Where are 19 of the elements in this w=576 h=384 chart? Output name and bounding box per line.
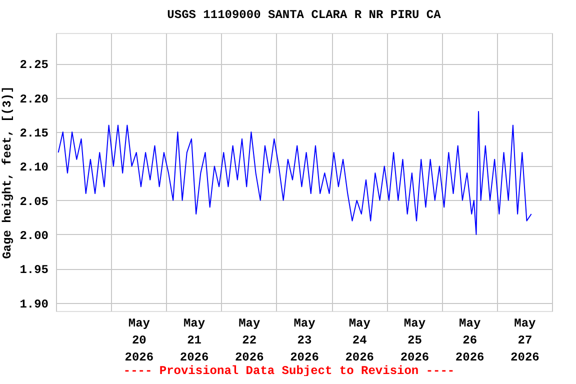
y-tick-label: 2.15	[20, 126, 48, 141]
y-tick-label: 1.90	[20, 297, 48, 312]
x-tick-label: May 26 2026	[455, 316, 484, 364]
y-tick-label: 2.25	[20, 58, 48, 72]
x-tick-label: May 21 2026	[180, 316, 209, 364]
y-tick-label: 1.95	[20, 263, 48, 278]
y-tick-label: 2.10	[20, 160, 48, 175]
x-tick-label: May 27 2026	[510, 316, 540, 364]
x-tick-label: May 24 2026	[345, 316, 374, 364]
x-tick-label: May 23 2026	[290, 316, 319, 364]
chart-title: USGS 11109000 SANTA CLARA R NR PIRU CA	[167, 8, 442, 22]
y-tick-label: 2.05	[20, 194, 48, 209]
x-tick-label: May 20 2026	[124, 316, 154, 364]
y-tick-label: 2.20	[20, 92, 48, 106]
y-axis-title: Gage height, feet, [(3)]	[0, 86, 15, 259]
x-tick-label: May 22 2026	[234, 316, 264, 364]
x-tick-label: May 25 2026	[400, 316, 430, 364]
line-series	[58, 111, 532, 235]
y-tick-label: 2.00	[20, 229, 48, 243]
